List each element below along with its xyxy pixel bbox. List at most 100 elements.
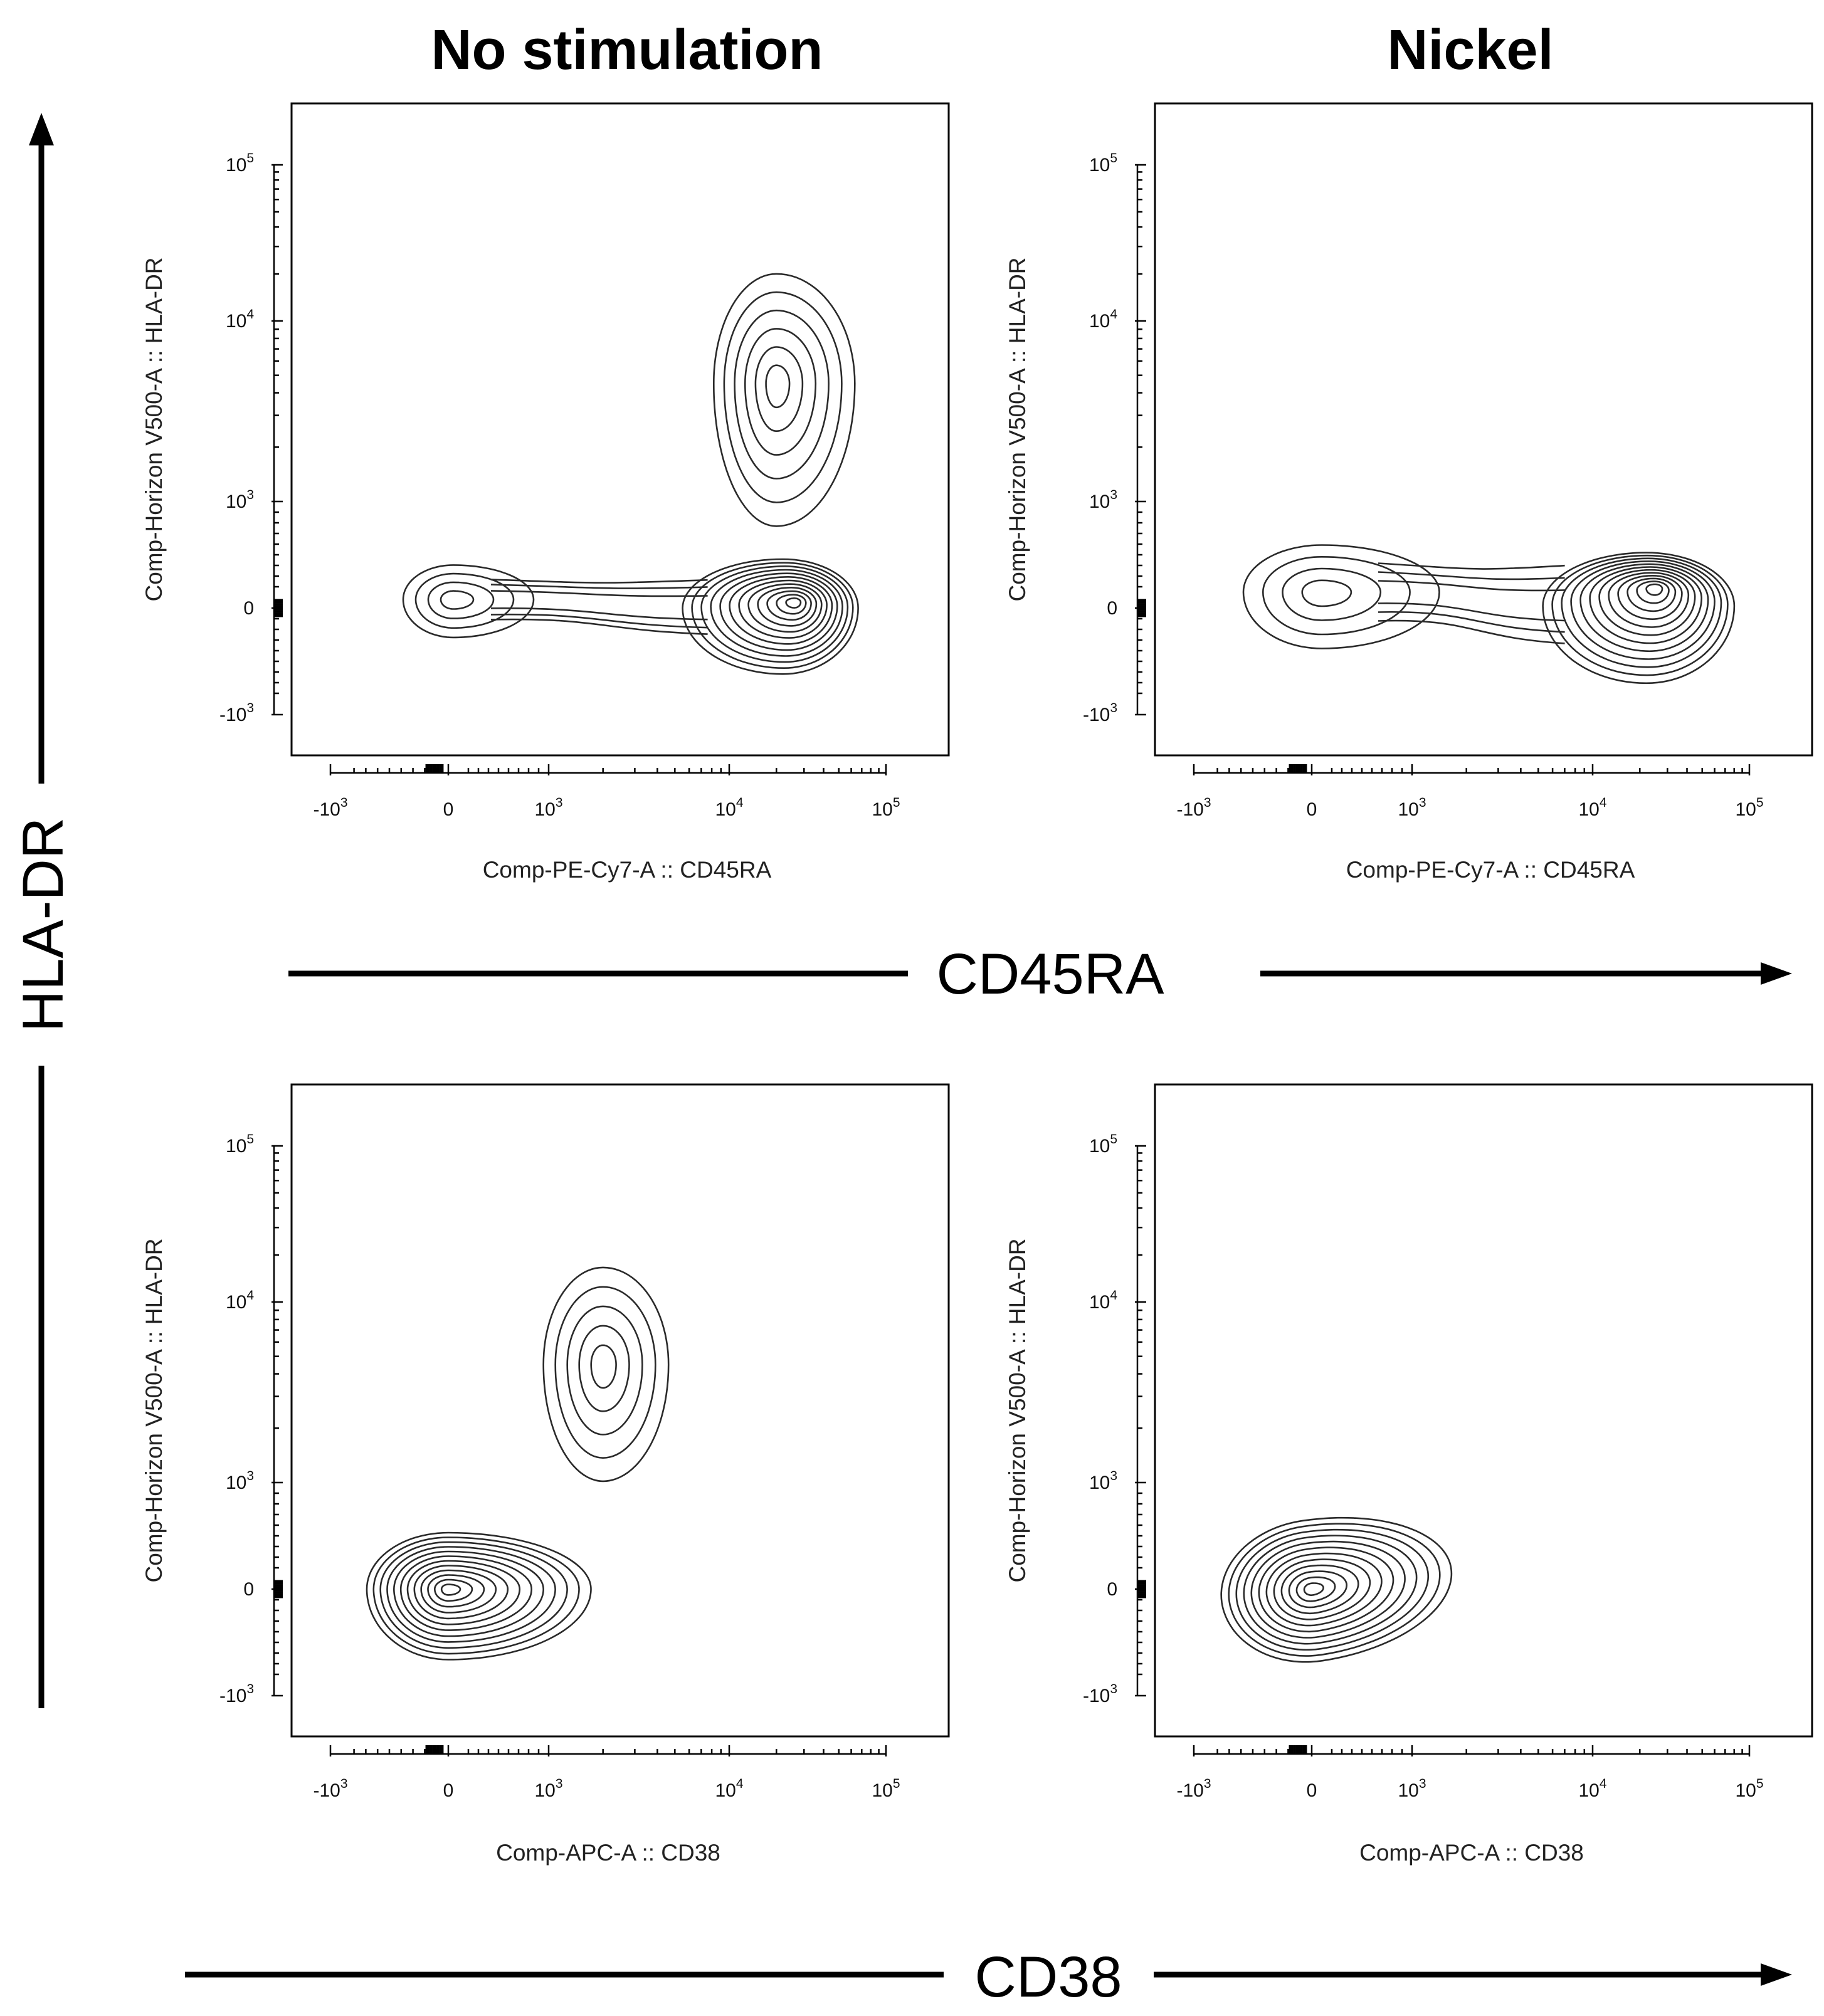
contour-line — [1303, 1582, 1324, 1596]
contour-layer — [366, 1266, 670, 1661]
y-tick-label: 104 — [1089, 307, 1117, 332]
hla-dr-arrowhead — [29, 113, 54, 145]
cd38-arrowhead — [1761, 1963, 1792, 1986]
contour-line — [399, 1555, 533, 1631]
contour-line — [1235, 1528, 1430, 1651]
axis-ticks: -103 0 103 104 105 -103 0 103 104 105 — [219, 151, 900, 820]
contour-line — [765, 364, 791, 409]
contour-line — [1626, 577, 1677, 612]
contour-line — [738, 579, 828, 639]
x-axis-title: Comp-APC-A :: CD38 — [1359, 1840, 1584, 1866]
y-tick-label: 104 — [226, 307, 254, 332]
contour-line — [1282, 567, 1382, 621]
contour-line — [379, 1541, 568, 1649]
contour-line — [372, 1536, 580, 1655]
contour-line — [406, 1560, 521, 1625]
contour-line — [386, 1546, 556, 1643]
x-tick-label: 105 — [1735, 795, 1763, 820]
contour-line — [1228, 1523, 1441, 1657]
y-tick-label: 0 — [1107, 598, 1117, 619]
contour-line — [1579, 563, 1709, 653]
contour-line — [490, 579, 708, 635]
x-tick-label: 104 — [715, 795, 743, 820]
contour-line — [440, 1583, 461, 1596]
contour-line — [413, 1565, 509, 1620]
cd45ra-summary-arrow: CD45RA — [288, 942, 1792, 1006]
contour-line — [712, 273, 856, 527]
contour-line — [393, 1550, 545, 1637]
contour-line — [1242, 544, 1440, 649]
y-tick-label: 103 — [226, 488, 254, 512]
contour-line — [440, 590, 475, 610]
hla-dr-summary-label: HLA-DR — [11, 817, 75, 1032]
column-title-nickel: Nickel — [1387, 19, 1553, 81]
axis-ticks: -103 0 103 104 105 -103 0 103 104 105 — [1083, 1132, 1764, 1801]
plot-panel-top-right: -103 0 103 104 105 -103 0 103 104 105 Comp-PE-Cy7… — [1004, 102, 1813, 883]
x-tick-label: -103 — [1176, 795, 1211, 820]
x-tick-label: -103 — [313, 1777, 347, 1801]
contour-line — [1598, 569, 1696, 636]
plot-panel-top-left: -103 0 103 104 105 -103 0 103 104 105 Comp-PE-Cy7… — [141, 102, 950, 883]
contour-line — [566, 1305, 643, 1436]
column-title-no-stimulation: No stimulation — [431, 19, 823, 81]
cd45ra-arrowhead — [1761, 962, 1792, 985]
contour-line — [1301, 579, 1352, 607]
y-tick-label: -103 — [219, 701, 254, 725]
plot-frame — [290, 1083, 950, 1738]
axis-ticks: -103 0 103 104 105 -103 0 103 104 105 — [1083, 151, 1764, 820]
plot-frame — [1154, 1083, 1813, 1738]
axis-ticks: -103 0 103 104 105 -103 0 103 104 105 — [219, 1132, 900, 1801]
x-tick-label: 0 — [443, 799, 454, 820]
contour-line — [1551, 554, 1729, 676]
contour-line — [1243, 1535, 1418, 1645]
x-tick-label: 103 — [1398, 1777, 1426, 1801]
y-tick-label: -103 — [219, 1682, 254, 1706]
x-axis-title: Comp-PE-Cy7-A :: CD45RA — [483, 857, 772, 883]
x-tick-label: 103 — [534, 795, 562, 820]
contour-line — [700, 565, 849, 663]
contour-line — [754, 346, 804, 433]
x-tick-label: 0 — [1307, 1780, 1317, 1801]
contour-line — [734, 309, 830, 480]
contour-line — [1570, 560, 1716, 660]
y-tick-label: 104 — [226, 1288, 254, 1313]
contour-line — [1220, 1516, 1453, 1663]
x-tick-label: -103 — [1176, 1777, 1211, 1801]
contour-line — [1636, 580, 1670, 604]
contour-line — [1250, 1540, 1406, 1639]
contour-line — [433, 1578, 473, 1602]
y-axis-title: Comp-Horizon V500-A :: HLA-DR — [141, 1238, 167, 1582]
y-axis-title: Comp-Horizon V500-A :: HLA-DR — [1004, 1238, 1030, 1582]
y-tick-label: 0 — [243, 1579, 254, 1600]
contour-line — [1378, 571, 1565, 633]
contour-line — [420, 1569, 497, 1614]
plot-panel-bottom-left: -103 0 103 104 105 -103 0 103 104 105 Comp-APC-A … — [141, 1083, 950, 1866]
y-axis-title: Comp-Horizon V500-A :: HLA-DR — [1004, 257, 1030, 601]
x-tick-label: 103 — [1398, 795, 1426, 820]
y-tick-label: 105 — [226, 151, 254, 176]
cd45ra-summary-label: CD45RA — [936, 942, 1164, 1006]
y-axis-title: Comp-Horizon V500-A :: HLA-DR — [141, 257, 167, 601]
x-tick-label: 0 — [1307, 799, 1317, 820]
contour-line — [723, 291, 843, 503]
contour-line — [744, 328, 817, 456]
x-tick-label: 105 — [1735, 1777, 1763, 1801]
y-tick-label: 105 — [1089, 1132, 1117, 1157]
contour-line — [490, 590, 708, 621]
x-tick-label: 104 — [1578, 795, 1606, 820]
contour-line — [1265, 1552, 1383, 1627]
contour-line — [710, 569, 843, 657]
x-axis-title: Comp-PE-Cy7-A :: CD45RA — [1346, 857, 1635, 883]
contour-line — [542, 1266, 670, 1483]
contour-line — [729, 575, 833, 645]
y-tick-label: 0 — [1107, 1579, 1117, 1600]
contour-line — [578, 1325, 630, 1412]
x-tick-label: 104 — [715, 1777, 743, 1801]
contour-line — [719, 572, 838, 651]
contour-line — [785, 597, 802, 609]
x-axis-title: Comp-APC-A :: CD38 — [496, 1840, 720, 1866]
contour-line — [1378, 562, 1565, 644]
y-tick-label: -103 — [1083, 701, 1117, 725]
contour-layer — [1220, 1516, 1453, 1663]
